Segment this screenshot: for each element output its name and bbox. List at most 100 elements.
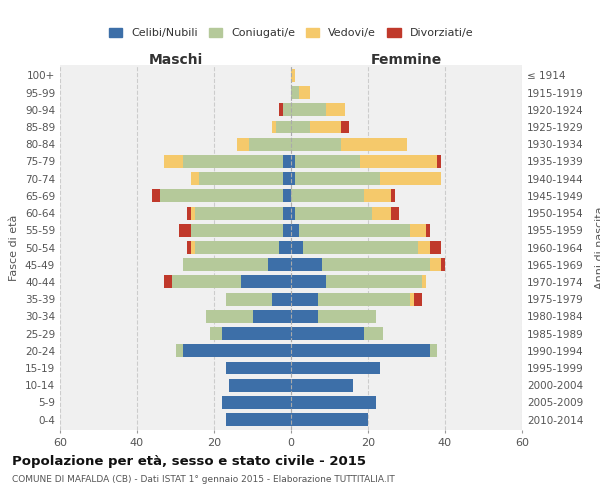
Bar [176, 344, 183, 358]
Bar [310, 120, 341, 134]
Bar [410, 292, 414, 306]
Bar [295, 172, 380, 185]
Bar [253, 310, 291, 323]
Bar [291, 104, 326, 116]
Bar [360, 155, 437, 168]
Text: COMUNE DI MAFALDA (CB) - Dati ISTAT 1° gennaio 2015 - Elaborazione TUTTITALIA.IT: COMUNE DI MAFALDA (CB) - Dati ISTAT 1° g… [12, 475, 395, 484]
Bar [430, 258, 441, 271]
Bar [291, 86, 299, 99]
Bar [226, 413, 291, 426]
Bar [160, 190, 283, 202]
Bar [291, 120, 310, 134]
Bar [322, 258, 430, 271]
Bar [441, 258, 445, 271]
Bar [380, 172, 441, 185]
Bar [283, 206, 291, 220]
Bar [295, 155, 360, 168]
Bar [195, 206, 283, 220]
Bar [318, 292, 410, 306]
Bar [283, 224, 291, 236]
Bar [272, 292, 291, 306]
Bar [326, 276, 422, 288]
Bar [272, 120, 275, 134]
Bar [430, 241, 441, 254]
Legend: Celibi/Nubili, Coniugati/e, Vedovi/e, Divorziati/e: Celibi/Nubili, Coniugati/e, Vedovi/e, Di… [104, 23, 478, 43]
Bar [372, 206, 391, 220]
Bar [295, 206, 372, 220]
Bar [299, 224, 410, 236]
Bar [268, 258, 291, 271]
Y-axis label: Anni di nascita: Anni di nascita [595, 206, 600, 289]
Bar [283, 172, 291, 185]
Bar [195, 241, 280, 254]
Bar [280, 241, 291, 254]
Bar [152, 190, 160, 202]
Bar [187, 206, 191, 220]
Bar [291, 258, 322, 271]
Bar [226, 362, 291, 374]
Bar [229, 379, 291, 392]
Bar [191, 241, 195, 254]
Bar [391, 190, 395, 202]
Bar [299, 86, 310, 99]
Bar [210, 327, 222, 340]
Bar [364, 190, 391, 202]
Bar [291, 344, 430, 358]
Bar [341, 120, 349, 134]
Bar [291, 206, 295, 220]
Bar [183, 155, 283, 168]
Bar [291, 69, 295, 82]
Bar [222, 327, 291, 340]
Bar [183, 258, 268, 271]
Bar [291, 396, 376, 409]
Bar [318, 310, 376, 323]
Bar [191, 206, 195, 220]
Bar [291, 362, 380, 374]
Bar [283, 190, 291, 202]
Bar [291, 190, 364, 202]
Bar [241, 276, 291, 288]
Text: Femmine: Femmine [371, 52, 442, 66]
Bar [191, 224, 283, 236]
Bar [206, 310, 253, 323]
Bar [291, 276, 326, 288]
Bar [199, 172, 283, 185]
Y-axis label: Fasce di età: Fasce di età [10, 214, 19, 280]
Text: Maschi: Maschi [148, 52, 203, 66]
Bar [172, 276, 241, 288]
Bar [291, 413, 368, 426]
Bar [426, 224, 430, 236]
Bar [280, 104, 283, 116]
Bar [341, 138, 407, 150]
Bar [291, 224, 299, 236]
Bar [291, 327, 364, 340]
Bar [291, 310, 318, 323]
Text: Popolazione per età, sesso e stato civile - 2015: Popolazione per età, sesso e stato civil… [12, 455, 366, 468]
Bar [283, 104, 291, 116]
Bar [422, 276, 426, 288]
Bar [410, 224, 426, 236]
Bar [275, 120, 291, 134]
Bar [187, 241, 191, 254]
Bar [291, 292, 318, 306]
Bar [164, 276, 172, 288]
Bar [179, 224, 191, 236]
Bar [291, 138, 341, 150]
Bar [437, 155, 441, 168]
Bar [291, 155, 295, 168]
Bar [291, 379, 353, 392]
Bar [326, 104, 345, 116]
Bar [164, 155, 183, 168]
Bar [191, 172, 199, 185]
Bar [183, 344, 291, 358]
Bar [222, 396, 291, 409]
Bar [237, 138, 248, 150]
Bar [418, 241, 430, 254]
Bar [302, 241, 418, 254]
Bar [226, 292, 272, 306]
Bar [283, 155, 291, 168]
Bar [391, 206, 399, 220]
Bar [430, 344, 437, 358]
Bar [248, 138, 291, 150]
Bar [364, 327, 383, 340]
